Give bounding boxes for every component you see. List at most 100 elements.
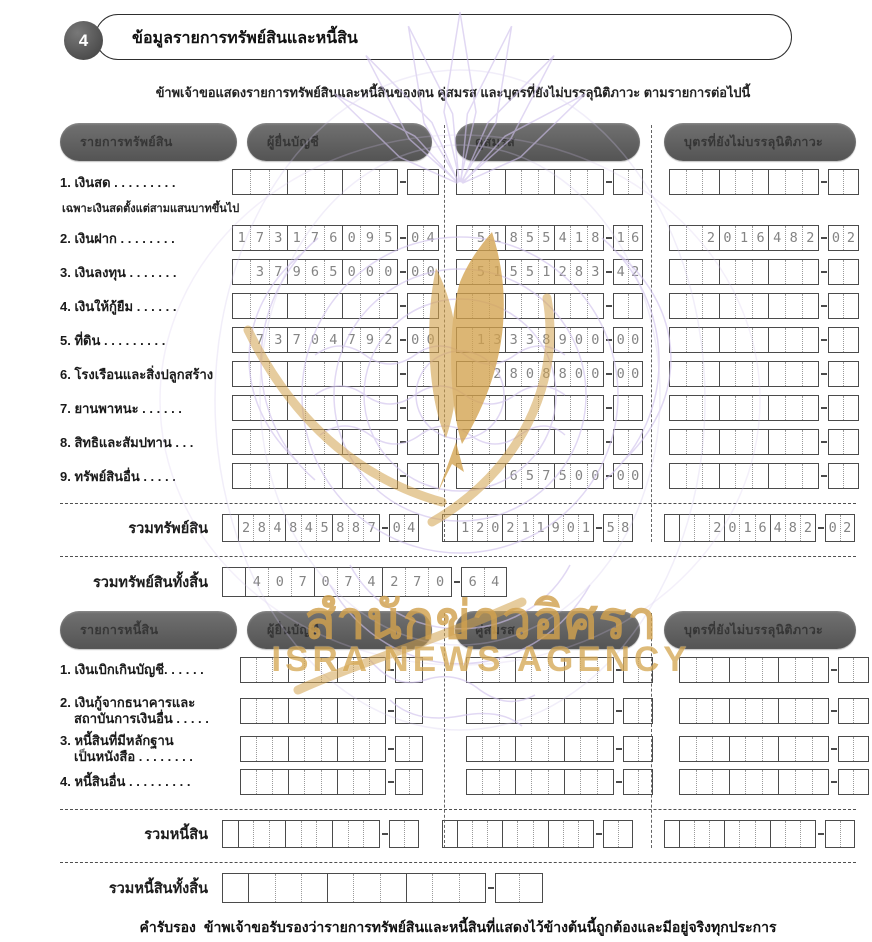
digit-cell <box>537 396 554 420</box>
asset-8-spouse-field[interactable] <box>456 429 643 455</box>
dash-separator <box>819 237 828 239</box>
digit-cell <box>547 737 564 761</box>
digit-cell: 2 <box>488 362 505 386</box>
liabilities-total-spouse-field[interactable] <box>442 820 633 848</box>
liability-3-children-field[interactable] <box>679 736 869 762</box>
asset-3-children-field[interactable] <box>669 259 859 285</box>
digit-cell <box>680 658 696 682</box>
satang-digit-boxes <box>828 463 859 489</box>
digit-cell: 0 <box>378 260 397 284</box>
digit-cell <box>422 362 439 386</box>
asset-7-declarant-field[interactable] <box>232 395 439 421</box>
digit-cell <box>514 737 531 761</box>
digit-cell: 7 <box>336 568 360 596</box>
digit-cell <box>498 737 515 761</box>
liability-2-children-field[interactable] <box>679 698 869 724</box>
asset-7-children-field[interactable] <box>669 395 859 421</box>
liability-1-children-field[interactable] <box>679 657 869 683</box>
liability-row-label: 2. เงินกู้จากธนาคารและ สถาบันการเงินอื่น … <box>60 695 240 727</box>
asset-6-declarant-field[interactable] <box>232 361 439 387</box>
digit-cell <box>408 699 423 723</box>
digit-cell <box>457 430 472 454</box>
dash-separator <box>398 181 407 183</box>
asset-9-children-field[interactable] <box>669 463 859 489</box>
digit-cell <box>702 464 719 488</box>
digit-cell <box>378 294 397 318</box>
digit-cell <box>843 464 858 488</box>
liabilities-total-declarant-field[interactable] <box>222 820 419 848</box>
liability-4-spouse-field[interactable] <box>466 769 653 795</box>
digit-cell <box>341 294 360 318</box>
liability-4-children-field[interactable] <box>679 769 869 795</box>
asset-8-declarant-field[interactable] <box>232 429 439 455</box>
digit-cell <box>778 737 795 761</box>
asset-1-children-field[interactable] <box>669 169 859 195</box>
digit-cell: 1 <box>570 226 586 250</box>
satang-digit-boxes <box>389 820 419 848</box>
liability-2-spouse-field[interactable] <box>466 698 653 724</box>
amount-digit-boxes <box>232 361 398 387</box>
digit-cell <box>801 294 819 318</box>
digit-cell: 8 <box>504 226 521 250</box>
asset-5-children-field[interactable] <box>669 327 859 353</box>
digit-cell <box>751 430 769 454</box>
digit-cell <box>586 170 603 194</box>
digit-cell <box>679 515 694 541</box>
asset-6-children-field[interactable] <box>669 361 859 387</box>
liability-3-spouse-field[interactable] <box>466 736 653 762</box>
digit-cell <box>685 294 703 318</box>
asset-4-declarant-field[interactable] <box>232 293 439 319</box>
liability-2-declarant-field[interactable] <box>240 698 423 724</box>
liability-3-declarant-field[interactable] <box>240 736 423 762</box>
liability-1-declarant-field[interactable] <box>240 657 423 683</box>
asset-4-children-field[interactable] <box>669 293 859 319</box>
digit-cell: 0 <box>586 464 603 488</box>
dash-separator <box>398 441 407 443</box>
asset-row: 6. โรงเรือนและสิ่งปลูกสร้าง 2 8 0 8 8 0 0 0 0 <box>60 361 859 387</box>
asset-1-declarant-field[interactable] <box>232 169 439 195</box>
liability-1-spouse-field[interactable] <box>466 657 653 683</box>
liabilities-total-children-field[interactable] <box>664 820 855 848</box>
digit-cell: 3 <box>521 328 537 352</box>
asset-9-declarant-field[interactable] <box>232 463 439 489</box>
certification-statement: คำรับรอง ข้าพเจ้าขอรับรองว่ารายการทรัพย์ส… <box>60 917 856 939</box>
digit-cell <box>488 396 505 420</box>
liabilities-grand-total-field[interactable] <box>222 873 543 903</box>
digit-cell <box>233 260 250 284</box>
digit-cell: 8 <box>284 515 301 541</box>
liability-4-declarant-field[interactable] <box>240 769 423 795</box>
satang-digit-boxes <box>828 395 859 421</box>
digit-cell <box>286 362 305 386</box>
asset-row: 1. เงินสด . . . . . . . . . <box>60 169 859 195</box>
asset-8-children-field[interactable] <box>669 429 859 455</box>
digit-cell <box>843 294 858 318</box>
digit-cell <box>665 821 679 847</box>
digit-cell <box>728 770 746 794</box>
digit-cell <box>241 658 256 682</box>
digit-cell <box>627 170 643 194</box>
digit-cell <box>241 737 256 761</box>
asset-7-spouse-field[interactable] <box>456 395 643 421</box>
asset-1-spouse-field[interactable] <box>456 169 643 195</box>
digit-cell <box>685 362 703 386</box>
dash-separator <box>386 669 395 671</box>
asset-4-spouse-field[interactable] <box>456 293 643 319</box>
digit-cell <box>352 658 369 682</box>
